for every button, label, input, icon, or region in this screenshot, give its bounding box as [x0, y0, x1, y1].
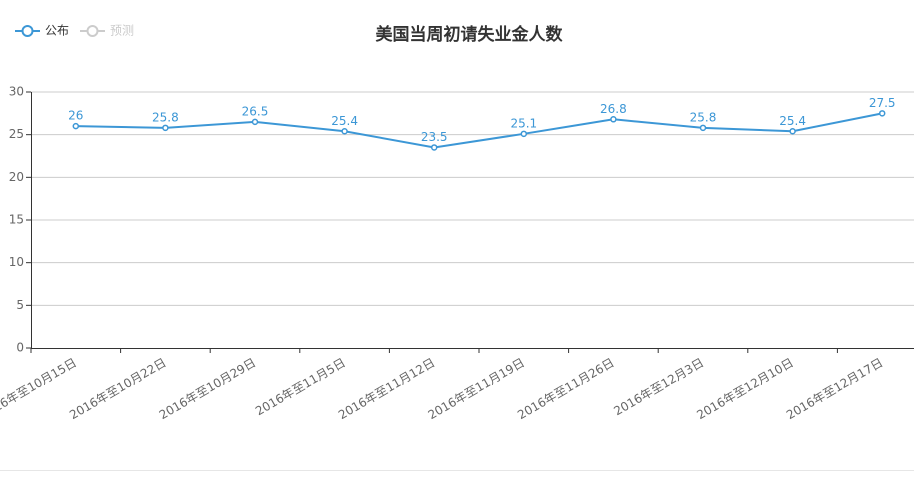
data-label: 26 — [68, 109, 83, 123]
data-point — [878, 110, 886, 117]
legend-label: 预测 — [110, 24, 134, 38]
data-point — [341, 128, 348, 135]
y-tick-label: 15 — [9, 213, 24, 227]
data-label: 26.8 — [600, 102, 627, 116]
data-label: 25.4 — [331, 114, 358, 128]
x-tick-label: 2016年至12月3日 — [611, 356, 706, 419]
x-tick-label: 2016年至11月12日 — [336, 356, 437, 423]
data-point — [789, 128, 796, 135]
x-tick-label: 2016年至10月15日 — [0, 356, 79, 423]
data-label: 25.4 — [779, 114, 806, 128]
data-label: 26.5 — [242, 104, 269, 118]
legend-icon-circle — [21, 25, 34, 37]
x-tick-label: 2016年至11月19日 — [426, 356, 527, 423]
x-tick-label: 2016年至10月22日 — [67, 356, 168, 423]
x-tick-label: 2016年至10月29日 — [157, 356, 258, 423]
x-tick-label: 2016年至11月26日 — [515, 356, 616, 423]
legend-icon-circle — [86, 25, 99, 37]
legend-label: 公布 — [45, 24, 69, 38]
y-tick-label: 5 — [16, 298, 24, 312]
data-point — [72, 122, 80, 130]
data-label: 25.8 — [152, 110, 179, 124]
x-tick-label: 2016年至12月10日 — [694, 356, 795, 423]
y-tick-label: 0 — [16, 341, 24, 355]
data-point — [520, 130, 528, 138]
y-tick-label: 20 — [9, 170, 24, 184]
x-tick-label: 2016年至12月17日 — [784, 356, 885, 423]
data-label: 25.8 — [690, 110, 717, 124]
data-label: 27.5 — [869, 96, 896, 110]
series-line — [75, 112, 883, 149]
data-label: 25.1 — [510, 116, 537, 130]
y-tick-label: 25 — [9, 127, 24, 141]
data-point — [610, 116, 617, 123]
data-point — [430, 144, 438, 151]
x-tick-label: 2016年至11月5日 — [253, 356, 348, 419]
data-point — [162, 124, 169, 132]
y-tick-label: 10 — [9, 255, 24, 269]
y-tick-label: 30 — [9, 85, 24, 99]
data-point — [251, 118, 259, 126]
data-point — [699, 124, 707, 132]
data-label: 23.5 — [421, 130, 448, 144]
chart-title: 美国当周初请失业金人数 — [376, 24, 564, 45]
